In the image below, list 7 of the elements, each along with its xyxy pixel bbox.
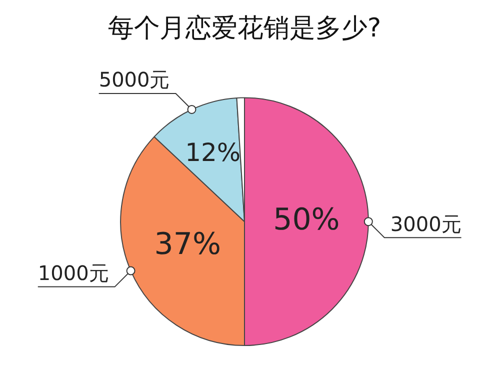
slice-label: 3000元 bbox=[390, 212, 462, 236]
chart-title: 每个月恋爱花销是多少? bbox=[108, 13, 382, 44]
data-label: 37% bbox=[154, 227, 221, 262]
data-label: 12% bbox=[185, 138, 241, 167]
data-label: 50% bbox=[273, 202, 340, 238]
slice-label: 5000元 bbox=[98, 68, 170, 92]
slice-label: 1000元 bbox=[38, 261, 109, 286]
